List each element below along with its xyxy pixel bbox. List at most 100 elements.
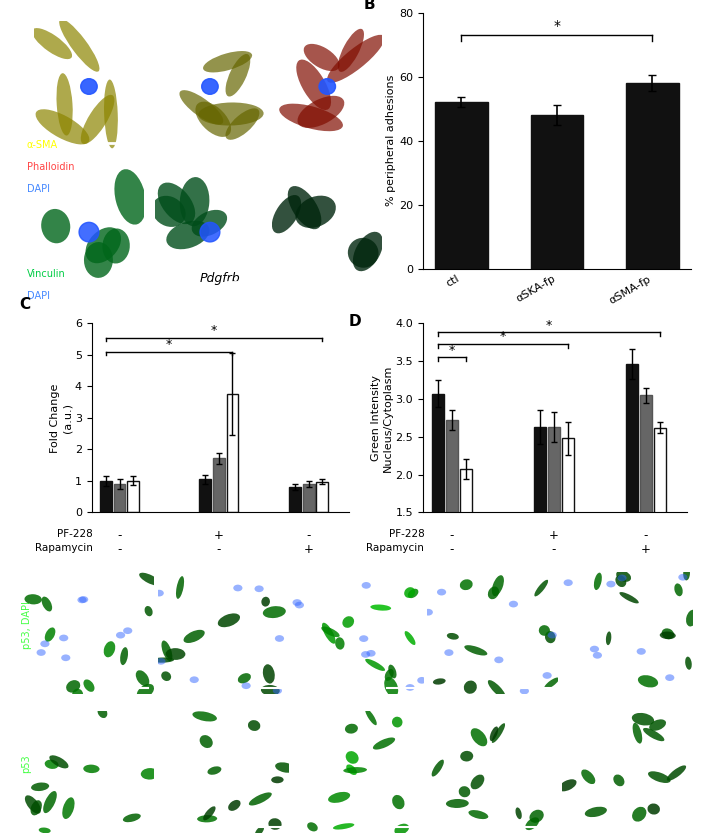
Ellipse shape xyxy=(72,689,83,700)
Ellipse shape xyxy=(279,103,343,131)
Ellipse shape xyxy=(327,34,385,83)
Bar xyxy=(460,470,472,626)
Ellipse shape xyxy=(488,680,505,698)
Ellipse shape xyxy=(84,242,113,278)
Bar xyxy=(431,394,443,626)
Ellipse shape xyxy=(353,232,383,271)
Ellipse shape xyxy=(392,717,403,727)
Ellipse shape xyxy=(343,767,367,774)
Text: -: - xyxy=(644,529,648,543)
Y-axis label: Fold Change
(a.u.): Fold Change (a.u.) xyxy=(51,383,72,453)
Ellipse shape xyxy=(490,727,498,741)
Ellipse shape xyxy=(158,182,195,224)
Text: +: + xyxy=(548,529,558,543)
Ellipse shape xyxy=(649,719,666,731)
Ellipse shape xyxy=(392,795,405,809)
Ellipse shape xyxy=(437,589,446,596)
Ellipse shape xyxy=(139,573,161,585)
Bar xyxy=(626,83,679,269)
Text: +: + xyxy=(641,543,651,555)
Ellipse shape xyxy=(446,799,469,808)
Ellipse shape xyxy=(288,186,321,229)
Ellipse shape xyxy=(180,90,223,124)
Ellipse shape xyxy=(515,807,522,819)
Ellipse shape xyxy=(678,574,687,580)
Ellipse shape xyxy=(488,586,499,599)
Ellipse shape xyxy=(544,678,559,689)
Ellipse shape xyxy=(180,177,209,226)
Y-axis label: % peripheral adhesions: % peripheral adhesions xyxy=(386,75,396,207)
Ellipse shape xyxy=(43,791,57,813)
Text: +: + xyxy=(214,529,223,543)
Text: PF-228: PF-228 xyxy=(57,529,93,539)
Ellipse shape xyxy=(492,723,505,743)
Ellipse shape xyxy=(25,795,41,814)
Ellipse shape xyxy=(584,806,607,817)
Ellipse shape xyxy=(273,687,282,694)
Bar xyxy=(200,480,211,512)
Ellipse shape xyxy=(509,601,518,607)
Text: Rapamycin: Rapamycin xyxy=(35,543,93,553)
Ellipse shape xyxy=(367,650,376,657)
Ellipse shape xyxy=(620,592,639,603)
Ellipse shape xyxy=(632,806,646,822)
Text: Phalloidin: Phalloidin xyxy=(27,162,74,172)
Bar xyxy=(128,480,139,512)
Ellipse shape xyxy=(385,669,394,681)
Ellipse shape xyxy=(319,79,336,94)
Text: +: + xyxy=(304,543,314,555)
Ellipse shape xyxy=(338,29,364,72)
Ellipse shape xyxy=(40,640,49,647)
Ellipse shape xyxy=(136,670,149,686)
Ellipse shape xyxy=(559,780,577,791)
Ellipse shape xyxy=(202,79,219,94)
Ellipse shape xyxy=(81,79,97,94)
Ellipse shape xyxy=(520,688,529,695)
Ellipse shape xyxy=(61,654,70,661)
Ellipse shape xyxy=(293,599,302,606)
Ellipse shape xyxy=(272,195,301,234)
Ellipse shape xyxy=(161,671,171,681)
Ellipse shape xyxy=(275,763,295,773)
Text: -: - xyxy=(450,529,454,543)
Ellipse shape xyxy=(667,765,686,780)
Ellipse shape xyxy=(616,570,631,582)
Text: -: - xyxy=(551,543,556,555)
Ellipse shape xyxy=(255,585,264,592)
Ellipse shape xyxy=(471,728,487,746)
Ellipse shape xyxy=(534,580,548,596)
Ellipse shape xyxy=(32,28,72,59)
Bar xyxy=(317,481,329,512)
Ellipse shape xyxy=(275,635,284,642)
Ellipse shape xyxy=(307,822,318,832)
Ellipse shape xyxy=(447,633,459,639)
Ellipse shape xyxy=(394,824,409,835)
Text: control: control xyxy=(72,561,105,571)
Bar xyxy=(226,394,238,512)
Ellipse shape xyxy=(606,580,615,587)
Ellipse shape xyxy=(31,783,49,791)
Text: -: - xyxy=(117,529,122,543)
Bar xyxy=(562,438,574,626)
Ellipse shape xyxy=(190,676,199,683)
Ellipse shape xyxy=(44,627,56,642)
Ellipse shape xyxy=(632,713,654,726)
Text: p53, DAPI: p53, DAPI xyxy=(22,601,32,649)
Ellipse shape xyxy=(529,810,544,823)
Ellipse shape xyxy=(295,601,304,608)
Ellipse shape xyxy=(151,658,174,663)
Ellipse shape xyxy=(25,594,42,605)
Ellipse shape xyxy=(157,658,166,664)
Ellipse shape xyxy=(226,108,259,139)
Ellipse shape xyxy=(581,769,595,784)
Bar xyxy=(114,484,125,512)
Ellipse shape xyxy=(492,575,504,596)
Ellipse shape xyxy=(176,576,184,599)
Ellipse shape xyxy=(685,657,692,669)
Ellipse shape xyxy=(637,648,646,654)
Ellipse shape xyxy=(464,680,477,694)
Ellipse shape xyxy=(192,711,217,722)
Ellipse shape xyxy=(359,635,368,642)
Ellipse shape xyxy=(648,771,670,783)
Bar xyxy=(531,115,583,269)
